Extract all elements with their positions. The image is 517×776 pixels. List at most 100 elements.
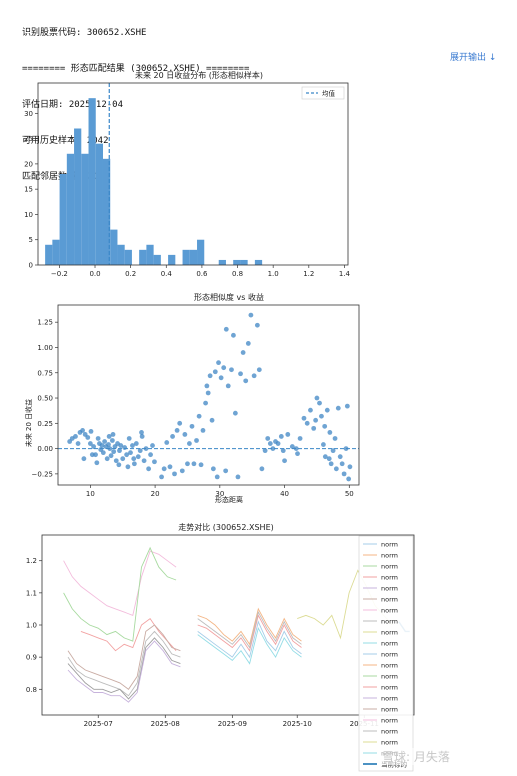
scatter-point	[200, 427, 206, 433]
legend-label: norm	[381, 574, 398, 582]
scatter-point	[293, 446, 299, 451]
trend-line	[67, 630, 181, 697]
histogram-bar	[52, 239, 60, 265]
x-tick-label: 20	[151, 490, 160, 498]
scatter-point	[111, 449, 117, 455]
scatter-point	[245, 341, 251, 346]
trend-line	[197, 620, 302, 659]
scatter-point	[87, 441, 93, 446]
scatter-point	[308, 407, 313, 413]
histogram-bar	[124, 249, 132, 265]
scatter-point	[301, 415, 307, 421]
scatter-point	[265, 436, 271, 441]
y-tick-label: 30	[24, 110, 33, 118]
histogram-bar	[74, 128, 82, 265]
plot-frame	[37, 82, 349, 266]
scatter-point	[319, 413, 324, 419]
histogram-bar	[59, 174, 67, 265]
scatter-point	[221, 365, 227, 371]
scatter-point	[232, 410, 238, 416]
scatter-point	[243, 378, 249, 384]
scatter-point	[174, 427, 180, 433]
histogram-bar	[218, 259, 226, 265]
y-tick-label: 0	[29, 262, 33, 270]
scatter-point	[240, 350, 246, 355]
scatter-point	[73, 434, 78, 439]
legend-label: norm	[381, 728, 398, 736]
scatter-point	[120, 456, 126, 462]
scatter-point	[278, 434, 284, 439]
legend-label: 均值	[322, 89, 336, 98]
scatter-point	[248, 312, 254, 318]
scatter-point	[177, 420, 183, 426]
scatter-point	[198, 462, 204, 468]
scatter-point	[218, 375, 224, 381]
scatter-point	[297, 436, 303, 441]
scatter-point	[146, 466, 152, 472]
legend-label: norm	[381, 552, 398, 560]
console-line: 评估日期: 2025-12-04	[22, 100, 124, 110]
trend-line	[197, 607, 302, 646]
scatter-point	[229, 367, 234, 373]
histogram-bar	[117, 244, 125, 265]
y-tick-label: 1.00	[37, 344, 53, 352]
console-line: ======== 形态匹配结果 (300652.XSHE) ========	[22, 64, 250, 74]
x-tick-label: 50	[345, 490, 354, 498]
histogram-bar	[240, 259, 248, 265]
scatter-point	[182, 432, 188, 437]
scatter-point	[95, 436, 101, 441]
scatter-point	[332, 436, 338, 441]
scatter-point	[139, 430, 144, 435]
histogram-bar	[233, 259, 241, 265]
scatter-point	[159, 474, 164, 480]
histogram-figure: 未来 20 日收益分布 (形态相似样本) 0 5 10 15 20 25 30 −0.2 0.0…	[20, 66, 350, 286]
trend-line	[197, 626, 302, 665]
plot-frame	[57, 304, 360, 486]
scatter-point	[194, 438, 199, 443]
scatter-point	[133, 441, 139, 446]
scatter-point	[110, 432, 116, 437]
scatter-point	[141, 458, 147, 464]
scatter-point	[139, 434, 145, 439]
scatter-point	[346, 476, 352, 482]
scatter-point	[231, 332, 236, 338]
scatter-point	[259, 466, 265, 472]
y-tick-label: 0.00	[37, 445, 53, 453]
scatter-point	[196, 413, 202, 419]
legend-label: norm	[381, 706, 398, 714]
scatter-point	[150, 443, 155, 448]
histogram-bar	[81, 153, 89, 265]
scatter-point	[122, 445, 128, 450]
scatter-point	[203, 400, 208, 406]
scatter-point	[327, 430, 333, 435]
legend-box	[301, 86, 345, 100]
legend-label: norm	[381, 739, 398, 747]
legend-label: norm	[381, 629, 398, 637]
histogram-bar	[153, 254, 161, 265]
scatter-point	[223, 468, 229, 474]
scatter-point	[99, 443, 105, 448]
x-tick-label: 0.0	[89, 270, 100, 278]
scatter-point	[130, 443, 135, 448]
legend-label: norm	[381, 695, 398, 703]
y-tick-label: 0.8	[26, 686, 37, 694]
scatter-point	[107, 446, 113, 451]
scatter-point	[125, 464, 131, 470]
expand-output-link[interactable]: 展开输出 ↓	[450, 53, 497, 63]
scatter-xlabel: 形态距离	[215, 495, 243, 504]
scatter-point	[335, 405, 341, 411]
histogram-title: 未来 20 日收益分布 (形态相似样本)	[135, 70, 263, 80]
scatter-point	[106, 442, 111, 447]
trend-line	[197, 610, 302, 649]
scatter-point	[275, 441, 281, 446]
scatter-point	[106, 434, 112, 439]
histogram-bar	[168, 254, 176, 265]
scatter-chart: 形态相似度 vs 收益 形态距离 未来 20 日收益 −0.25 0.00 0.25…	[24, 292, 360, 504]
scatter-point	[314, 395, 320, 401]
scatter-point	[209, 417, 215, 423]
scatter-point	[102, 439, 108, 444]
scatter-point	[262, 448, 268, 454]
scatter-point	[326, 456, 332, 462]
legend-label: norm	[381, 541, 398, 549]
scatter-point	[324, 407, 330, 413]
